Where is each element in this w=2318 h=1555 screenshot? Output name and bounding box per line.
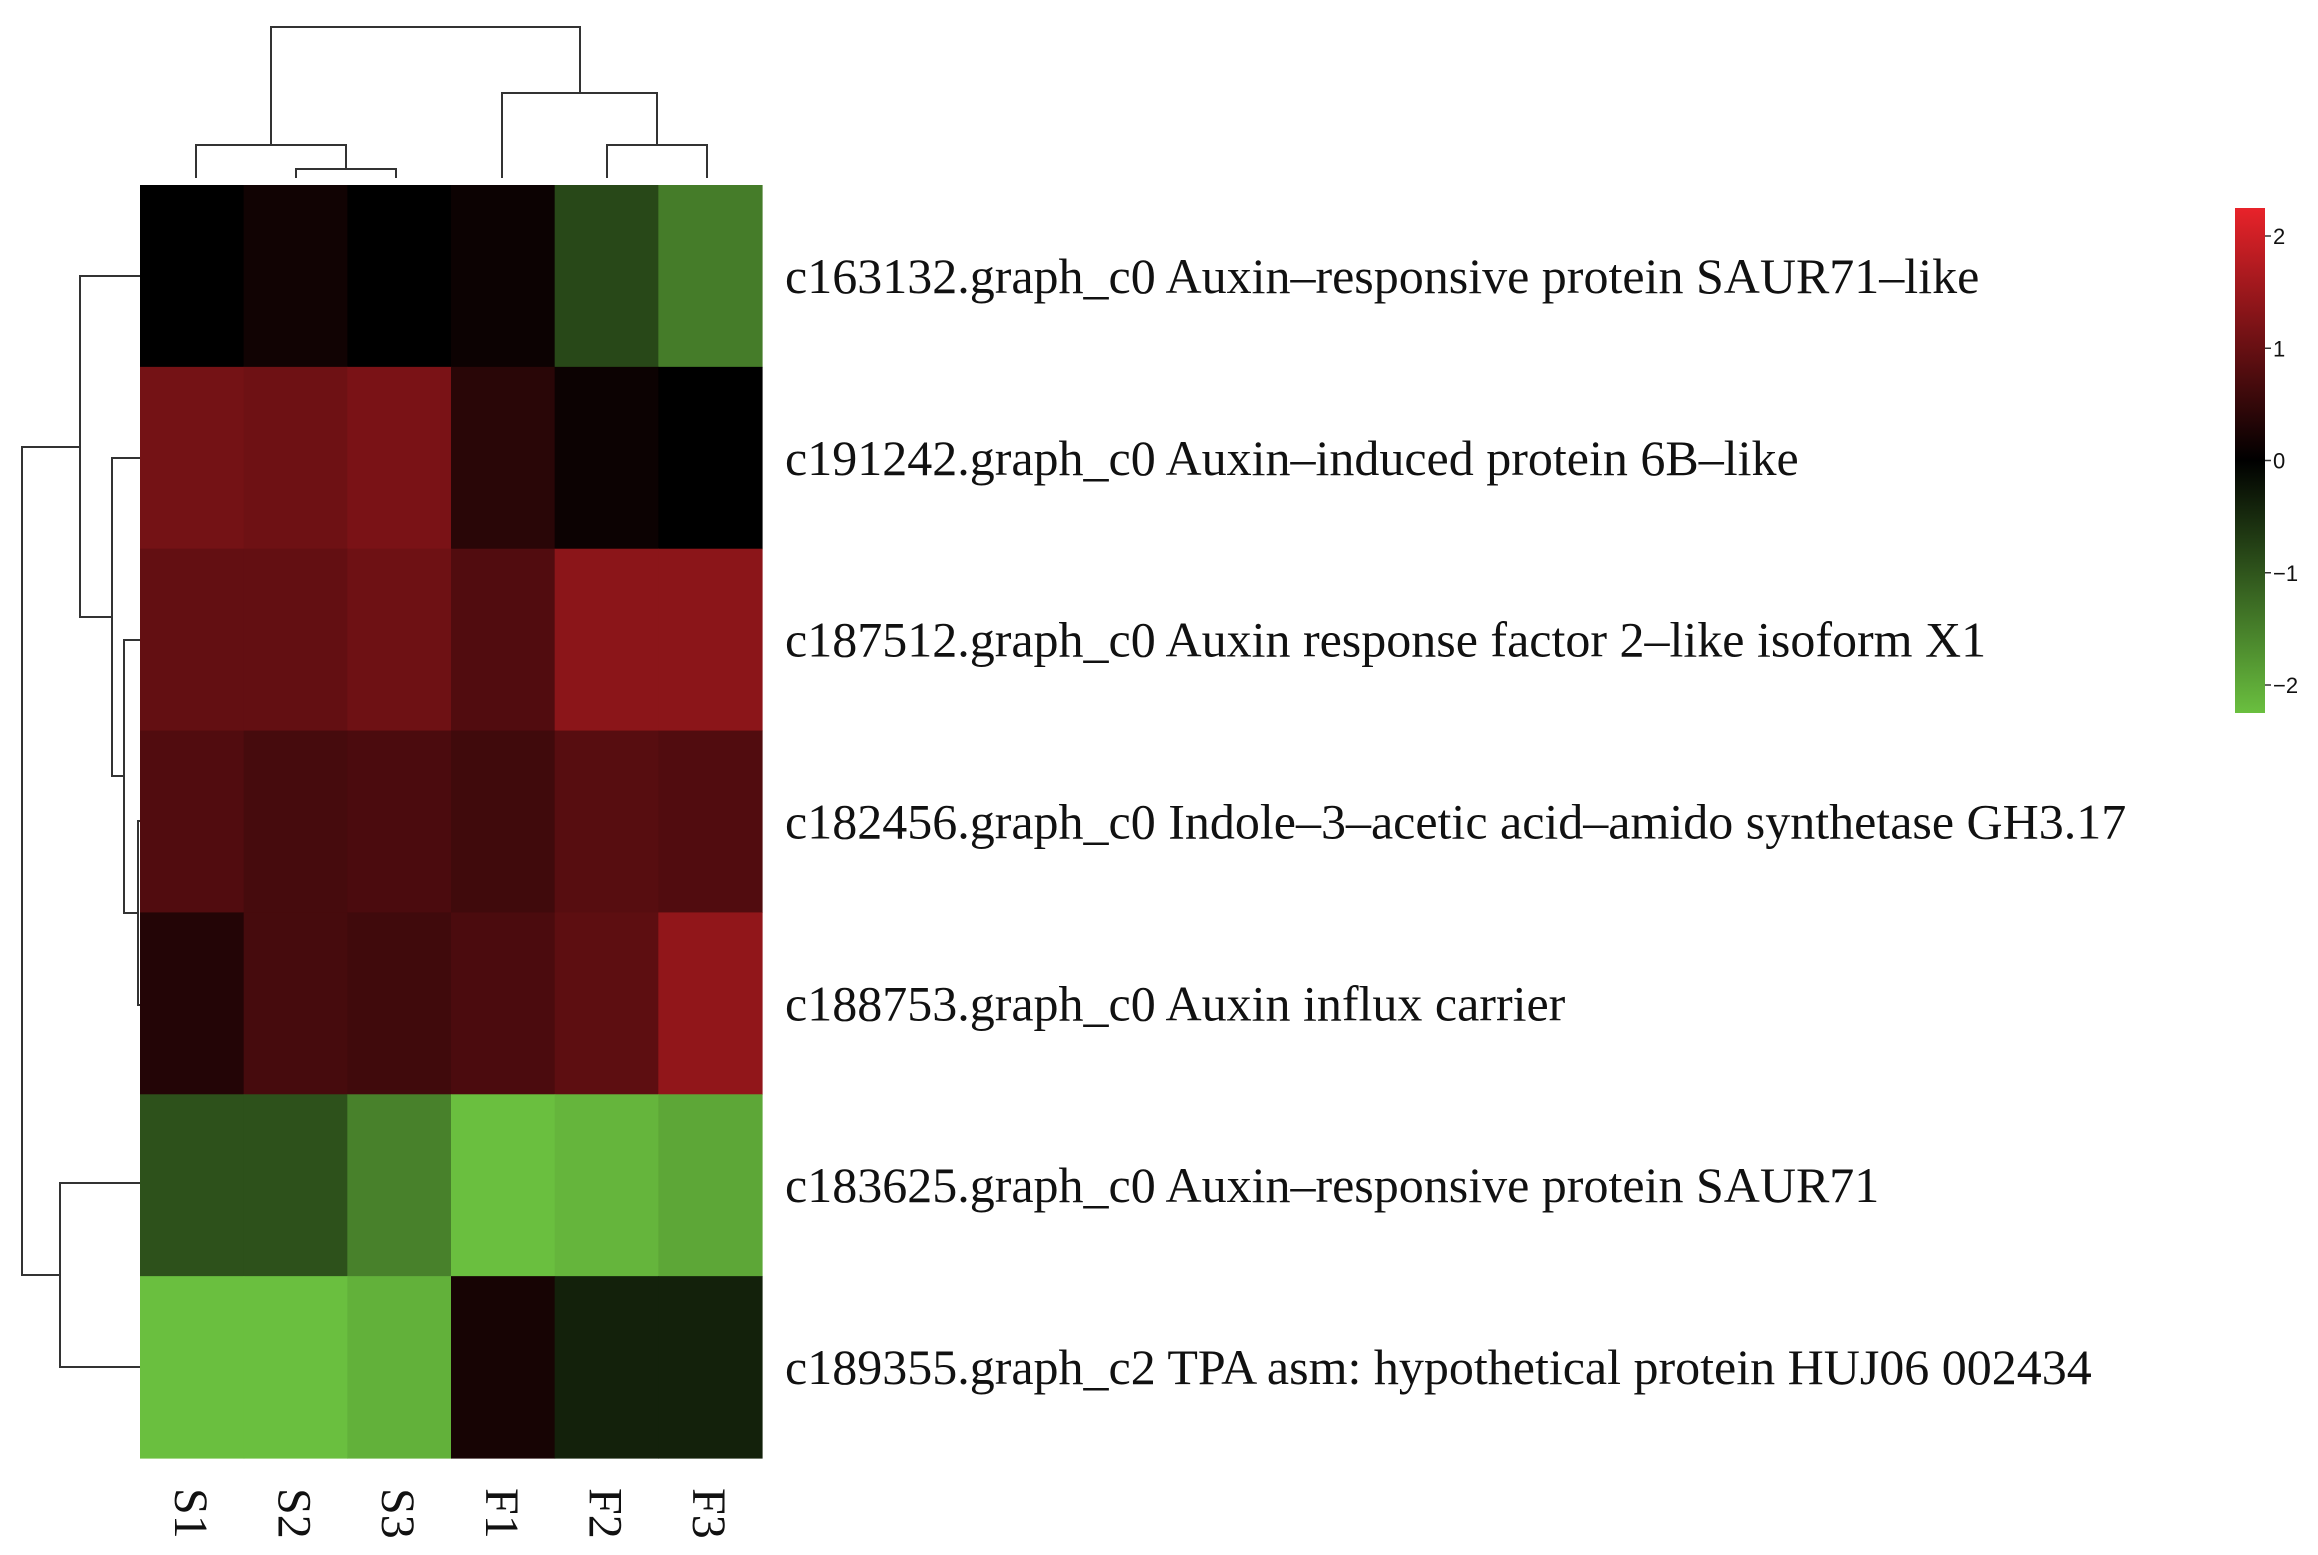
heatmap-cell-s1-row-7 <box>140 1276 245 1459</box>
color-scale-tick-label: −1 <box>2273 561 2298 586</box>
color-scale-legend: 2 1 0 −1 −2 <box>2235 208 2298 713</box>
row-dendrogram <box>21 275 140 1368</box>
heatmap-cell-s3-row-5 <box>347 912 452 1095</box>
row-labels: c163132.graph_c0 Auxin–responsive protei… <box>785 248 2126 1395</box>
heatmap-cell-s2-row-1 <box>243 185 348 368</box>
heatmap-cell-f2-row-4 <box>554 730 659 914</box>
heatmap-cell-f2-row-5 <box>554 912 659 1095</box>
heatmap-cell-f2-row-2 <box>554 366 659 550</box>
heatmap-cell-f1-row-3 <box>451 548 556 732</box>
color-scale-tick-label: 1 <box>2273 336 2285 361</box>
heatmap-cell-s2-row-7 <box>243 1276 348 1459</box>
row-label: c163132.graph_c0 Auxin–responsive protei… <box>785 248 1979 304</box>
heatmap-cells <box>140 185 763 1459</box>
heatmap-cell-f3-row-1 <box>658 185 763 368</box>
heatmap-cell-s2-row-3 <box>243 548 348 732</box>
heatmap-cell-s3-row-6 <box>347 1094 452 1277</box>
color-scale-tick-label: −2 <box>2273 673 2298 698</box>
heatmap-cell-f1-row-5 <box>451 912 556 1095</box>
heatmap-cell-s1-row-5 <box>140 912 245 1095</box>
row-label: c189355.graph_c2 TPA asm: hypothetical p… <box>785 1339 2092 1395</box>
heatmap-cell-s2-row-2 <box>243 366 348 550</box>
column-dendrogram <box>195 26 708 178</box>
heatmap-cell-f2-row-7 <box>554 1276 659 1459</box>
heatmap-cell-f3-row-6 <box>658 1094 763 1277</box>
heatmap-cell-s1-row-2 <box>140 366 245 550</box>
heatmap-cell-s1-row-4 <box>140 730 245 914</box>
heatmap-cell-s2-row-6 <box>243 1094 348 1277</box>
color-scale-tick-label: 2 <box>2273 224 2285 249</box>
heatmap-cell-s3-row-3 <box>347 548 452 732</box>
column-label-s1: S1 <box>164 1488 217 1539</box>
row-label: c191242.graph_c0 Auxin–induced protein 6… <box>785 430 1799 486</box>
heatmap-cell-f2-row-1 <box>554 185 659 368</box>
color-scale-tick-label: 0 <box>2273 449 2285 474</box>
row-label: c188753.graph_c0 Auxin influx carrier <box>785 975 1566 1031</box>
heatmap-cell-s3-row-1 <box>347 185 452 368</box>
heatmap-cell-s3-row-2 <box>347 366 452 550</box>
column-label-s3: S3 <box>371 1488 424 1539</box>
heatmap-cell-f3-row-4 <box>658 730 763 914</box>
heatmap-cell-f1-row-7 <box>451 1276 556 1459</box>
heatmap-cell-f3-row-7 <box>658 1276 763 1459</box>
column-label-s2: S2 <box>268 1488 321 1539</box>
heatmap-cell-s1-row-1 <box>140 185 245 368</box>
color-scale-ticks: 2 1 0 −1 −2 <box>2265 224 2298 698</box>
column-labels: S1 S2 S3 F1 F2 F3 <box>164 1488 735 1539</box>
heatmap-cell-f1-row-2 <box>451 366 556 550</box>
heatmap-cell-f2-row-6 <box>554 1094 659 1277</box>
heatmap-cell-s3-row-4 <box>347 730 452 914</box>
heatmap-cell-f3-row-2 <box>658 366 763 550</box>
heatmap-cell-f3-row-3 <box>658 548 763 732</box>
heatmap-cell-s1-row-3 <box>140 548 245 732</box>
color-scale-bar <box>2235 208 2265 713</box>
column-label-f1: F1 <box>475 1488 528 1539</box>
row-label: c187512.graph_c0 Auxin response factor 2… <box>785 612 1986 668</box>
heatmap-cell-s2-row-4 <box>243 730 348 914</box>
heatmap-cell-s3-row-7 <box>347 1276 452 1459</box>
heatmap-cell-s1-row-6 <box>140 1094 245 1277</box>
heatmap-cell-f3-row-5 <box>658 912 763 1095</box>
column-label-f3: F3 <box>682 1488 735 1539</box>
heatmap-cell-f2-row-3 <box>554 548 659 732</box>
heatmap-cell-f1-row-6 <box>451 1094 556 1277</box>
column-label-f2: F2 <box>579 1488 632 1539</box>
heatmap-cell-s2-row-5 <box>243 912 348 1095</box>
heatmap-cell-f1-row-4 <box>451 730 556 914</box>
heatmap-cell-f1-row-1 <box>451 185 556 368</box>
row-label: c182456.graph_c0 Indole–3–acetic acid–am… <box>785 794 2126 850</box>
row-label: c183625.graph_c0 Auxin–responsive protei… <box>785 1157 1879 1213</box>
